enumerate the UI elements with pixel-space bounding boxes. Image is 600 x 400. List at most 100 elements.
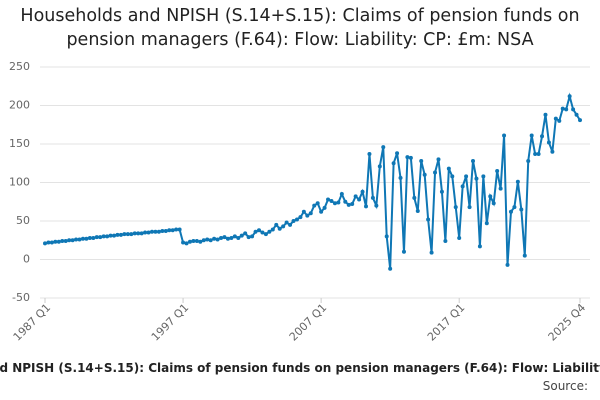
data-point [298, 215, 303, 220]
data-point [232, 234, 237, 239]
data-point [364, 204, 368, 209]
data-point [63, 239, 68, 244]
data-point [571, 107, 576, 112]
data-point [350, 202, 355, 207]
data-point [208, 238, 213, 243]
data-point [512, 205, 517, 210]
data-point [246, 235, 251, 240]
data-point [160, 229, 165, 234]
data-point [191, 239, 196, 244]
data-point [543, 112, 548, 117]
data-point [398, 175, 403, 180]
data-point [118, 232, 123, 237]
data-point [508, 209, 513, 214]
data-point [181, 240, 186, 245]
data-point [505, 262, 510, 267]
data-point [139, 231, 144, 236]
data-point [274, 222, 279, 227]
y-tick-label: 50 [16, 214, 30, 227]
data-point [419, 158, 424, 163]
data-point [74, 237, 79, 242]
data-point [557, 118, 562, 123]
data-point [270, 227, 275, 232]
data-point [467, 205, 472, 210]
y-tick-label: 100 [9, 176, 30, 189]
data-point [46, 240, 51, 245]
data-point [129, 232, 134, 237]
data-point [560, 106, 565, 111]
data-point [115, 232, 120, 237]
footer: Households and NPISH (S.14+S.15): Claims… [0, 361, 600, 375]
data-point [170, 228, 175, 233]
y-tick-label: -50 [12, 291, 30, 304]
data-point [401, 249, 406, 254]
data-point [515, 179, 520, 184]
data-point [49, 240, 54, 245]
data-point [291, 219, 296, 223]
data-point [446, 166, 451, 171]
data-point [405, 155, 410, 160]
data-point [163, 229, 168, 234]
data-point [464, 174, 469, 179]
data-point [391, 161, 396, 166]
data-point [502, 133, 507, 138]
data-point [125, 232, 130, 237]
data-point [236, 235, 241, 240]
data-point [267, 229, 272, 234]
data-point [94, 235, 99, 240]
data-point [395, 151, 400, 156]
data-point [422, 172, 427, 177]
y-tick-label: 250 [9, 60, 30, 73]
data-point [253, 229, 258, 234]
title-box: Households and NPISH (S.14+S.15): Claims… [20, 6, 579, 50]
data-point [536, 152, 541, 157]
data-point [488, 194, 493, 199]
data-point [332, 201, 337, 206]
data-point [574, 112, 579, 117]
data-point [436, 157, 441, 162]
data-point [564, 107, 569, 112]
data-point [381, 145, 386, 150]
y-tick-label: 150 [9, 137, 30, 150]
data-point [67, 238, 72, 243]
data-point [346, 202, 351, 207]
data-point [315, 201, 320, 206]
x-tick-label: 1997 Q1 [149, 301, 192, 344]
data-point [491, 201, 496, 206]
data-point [353, 194, 358, 199]
data-point [281, 224, 286, 229]
x-tick-label: 2017 Q1 [425, 301, 468, 344]
data-point [105, 234, 110, 239]
data-point [84, 236, 89, 241]
data-point [370, 195, 375, 200]
data-point [336, 200, 341, 205]
data-point [132, 231, 137, 236]
data-point [150, 229, 154, 234]
data-point [153, 229, 158, 234]
data-point [439, 189, 444, 194]
data-point [484, 221, 489, 226]
x-tick-label: 2025 Q4 [546, 301, 589, 344]
data-point [546, 140, 551, 145]
data-point [319, 209, 324, 214]
data-point [98, 235, 103, 240]
data-point [239, 233, 244, 238]
data-point [388, 266, 393, 271]
data-point [343, 199, 348, 204]
data-point [184, 241, 189, 246]
data-point [498, 186, 503, 191]
data-point [540, 134, 545, 139]
data-point [377, 164, 382, 169]
data-point [198, 239, 203, 244]
data-point [284, 220, 289, 225]
data-point [288, 222, 293, 227]
data-point [550, 149, 555, 154]
data-point [215, 237, 220, 242]
data-point [205, 237, 210, 242]
data-point [122, 232, 127, 237]
data-point [433, 170, 438, 175]
data-point [522, 253, 527, 258]
data-point [357, 197, 362, 202]
data-point [412, 195, 417, 200]
